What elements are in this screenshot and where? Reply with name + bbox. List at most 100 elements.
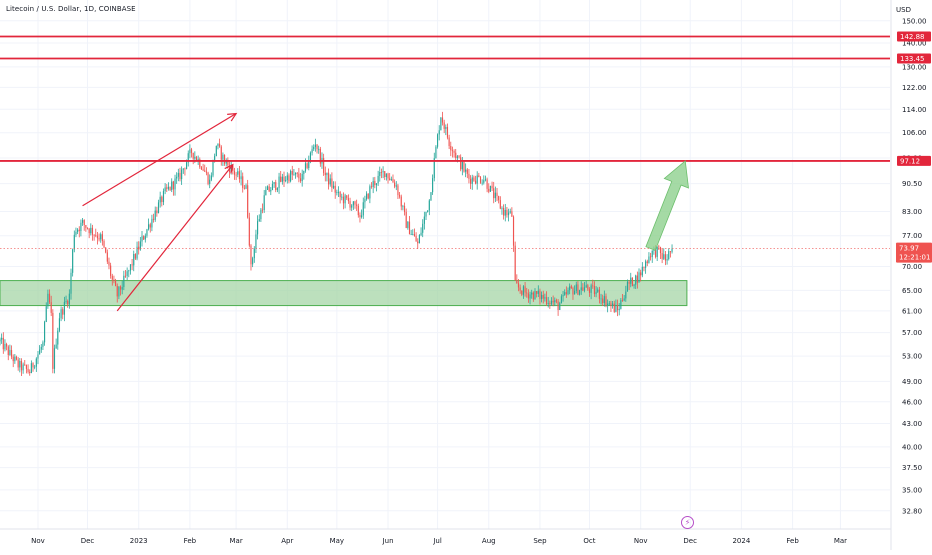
candle-body bbox=[562, 295, 564, 297]
candle-body bbox=[55, 344, 57, 349]
candle-body bbox=[524, 286, 526, 293]
candle-body bbox=[484, 179, 487, 181]
candle-body bbox=[139, 241, 141, 250]
price-tick-label: 114.00 bbox=[902, 106, 927, 114]
price-tick-label: 61.00 bbox=[902, 307, 922, 315]
candle-body bbox=[50, 302, 52, 313]
candle-body bbox=[590, 285, 592, 293]
candle-body bbox=[651, 250, 653, 257]
candle-body bbox=[40, 346, 42, 350]
candle-body bbox=[387, 173, 389, 179]
candle-body bbox=[245, 185, 247, 189]
candle-body bbox=[460, 157, 462, 170]
time-tick-label: May bbox=[330, 537, 344, 545]
candle-body bbox=[585, 285, 587, 288]
time-tick-label: 2023 bbox=[130, 537, 148, 545]
time-tick-label: Dec bbox=[683, 537, 697, 545]
price-tick-label: 57.00 bbox=[902, 329, 922, 337]
candle-body bbox=[448, 137, 450, 146]
candle-body bbox=[210, 175, 212, 180]
candle-body bbox=[501, 207, 503, 209]
candle-body bbox=[583, 287, 586, 291]
price-countdown: 12:21:01 bbox=[899, 254, 930, 262]
candle-body bbox=[474, 180, 477, 184]
candles bbox=[0, 111, 673, 376]
candle-body bbox=[72, 249, 74, 273]
candle-body bbox=[177, 172, 179, 177]
candle-body bbox=[413, 234, 416, 236]
candle-body bbox=[663, 254, 665, 259]
candle-body bbox=[329, 178, 331, 185]
candle-body bbox=[106, 252, 108, 262]
candle-body bbox=[171, 181, 173, 190]
candle-body bbox=[463, 162, 465, 172]
price-tick-label: 90.50 bbox=[902, 180, 922, 188]
candle-body bbox=[225, 161, 227, 164]
candle-body bbox=[466, 169, 468, 174]
candle-body bbox=[418, 234, 420, 244]
candle-body bbox=[81, 220, 84, 223]
candle-body bbox=[445, 127, 447, 129]
candle-body bbox=[209, 179, 211, 184]
candle-body bbox=[152, 218, 155, 220]
candle-body bbox=[14, 356, 16, 362]
candle-body bbox=[217, 143, 219, 146]
candle-body bbox=[192, 152, 194, 159]
candle-body bbox=[299, 178, 302, 182]
candle-body bbox=[580, 287, 582, 291]
candle-body bbox=[57, 330, 59, 345]
candle-body bbox=[641, 266, 643, 276]
candle-body bbox=[27, 368, 29, 372]
candle-body bbox=[433, 158, 435, 179]
candle-body bbox=[661, 253, 663, 259]
candle-body bbox=[496, 192, 498, 197]
candle-body bbox=[15, 356, 18, 360]
candle-body bbox=[412, 234, 414, 235]
candle-body bbox=[257, 221, 259, 235]
candle-body bbox=[280, 176, 282, 182]
candle-body bbox=[156, 210, 158, 214]
candle-body bbox=[24, 364, 26, 366]
candle-body bbox=[291, 171, 293, 175]
candle-body bbox=[486, 179, 488, 189]
candle-body bbox=[438, 130, 440, 135]
candle-body bbox=[294, 172, 297, 175]
candle-body bbox=[243, 187, 245, 189]
candle-body bbox=[392, 179, 394, 183]
currency-label[interactable]: USD bbox=[896, 6, 911, 14]
price-tick-label: 130.00 bbox=[902, 63, 927, 71]
candle-body bbox=[451, 150, 454, 152]
candle-body bbox=[430, 192, 432, 201]
candle-body bbox=[397, 185, 399, 196]
candle-body bbox=[131, 264, 133, 266]
candle-body bbox=[260, 209, 262, 220]
candle-body bbox=[654, 248, 657, 257]
candle-body bbox=[68, 293, 70, 305]
lightning-icon[interactable]: ⚡︎ bbox=[681, 516, 694, 529]
candle-body bbox=[172, 181, 174, 190]
candle-body bbox=[407, 221, 409, 228]
candle-body bbox=[265, 189, 267, 196]
candle-body bbox=[128, 270, 130, 272]
candle-body bbox=[470, 178, 472, 184]
candle-body bbox=[588, 289, 591, 293]
resistance-price-tag-bg bbox=[897, 31, 931, 42]
candle-body bbox=[222, 154, 224, 160]
candle-body bbox=[575, 284, 577, 291]
candle-body bbox=[422, 223, 424, 233]
candle-body bbox=[35, 358, 37, 367]
price-tick-label: 150.00 bbox=[902, 17, 927, 25]
candle-body bbox=[560, 296, 562, 304]
candle-body bbox=[85, 225, 87, 228]
candle-body bbox=[204, 170, 206, 172]
candle-body bbox=[473, 177, 475, 181]
candle-body bbox=[354, 201, 356, 205]
candle-body bbox=[399, 195, 401, 197]
candle-body bbox=[148, 224, 150, 230]
candle-body bbox=[536, 291, 538, 294]
candle-body bbox=[319, 148, 321, 164]
candle-body bbox=[400, 196, 402, 207]
trend-line bbox=[82, 113, 237, 207]
